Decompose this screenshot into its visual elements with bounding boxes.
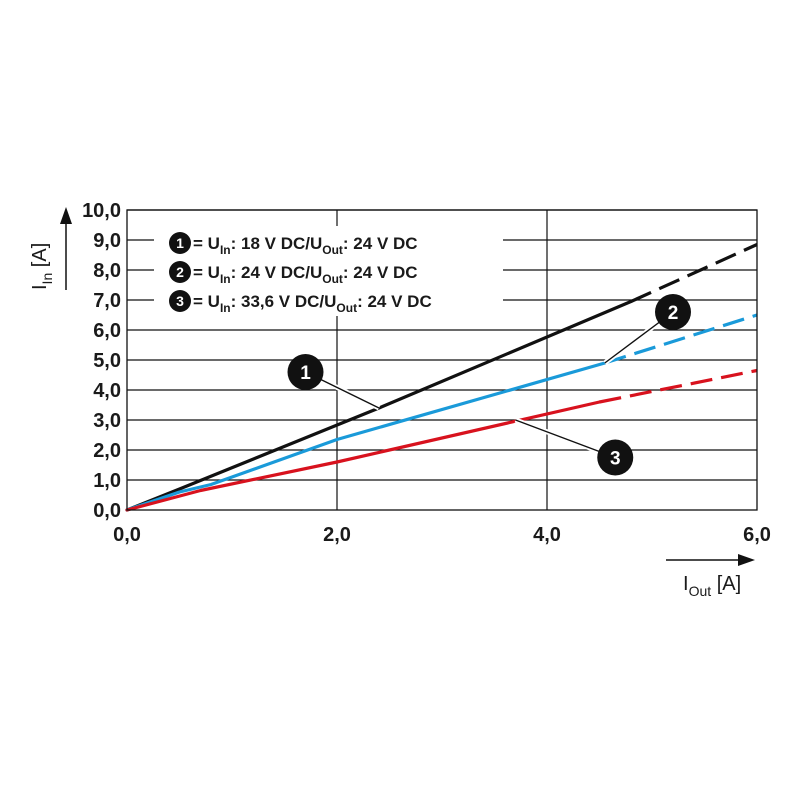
legend-marker-label: 1 — [176, 235, 184, 251]
callout-marker-1 — [287, 354, 324, 390]
legend-entry-2: = UIn: 24 V DC/UOut: 24 V DC — [193, 263, 418, 286]
series-line-3-dashed — [599, 368, 758, 404]
plot-frame — [126, 209, 758, 511]
callout-marker-label: 3 — [610, 449, 621, 470]
x-tick-label: 0,0 — [113, 524, 141, 546]
y-tick-label: 4,0 — [93, 380, 121, 402]
legend-marker-label: 2 — [176, 264, 184, 280]
y-tick-label: 6,0 — [93, 320, 121, 342]
series-line-1-dashed — [630, 243, 758, 303]
x-axis-arrow-head-icon — [738, 554, 755, 566]
y-tick-label: 1,0 — [93, 470, 121, 492]
tick-labels: 0,0 1,0 2,0 3,0 4,0 5,0 6,0 7,0 8,0 9,0 10,0 0,0 2,0… — [82, 200, 771, 546]
legend-box — [154, 226, 503, 316]
y-tick-label: 2,0 — [93, 440, 121, 462]
callout-marker-2 — [655, 294, 691, 330]
axes: IIn [A] IOut [A] — [29, 207, 755, 599]
x-axis-label: IOut [A] — [683, 573, 741, 599]
x-tick-label: 6,0 — [743, 524, 771, 546]
callout-marker-3 — [597, 439, 634, 476]
y-tick-label: 3,0 — [93, 410, 121, 432]
x-tick-label: 2,0 — [323, 524, 351, 546]
legend-marker-2 — [169, 261, 191, 283]
legend-marker-1 — [169, 232, 191, 254]
legend: 1 = UIn: 18 V DC/UOut: 24 V DC 2 = UIn: 2… — [154, 226, 503, 316]
callout-marker-label: 2 — [668, 303, 679, 324]
x-tick-label: 4,0 — [533, 524, 561, 546]
y-axis-label: IIn [A] — [29, 243, 55, 290]
legend-entry-3: = UIn: 33,6 V DC/UOut: 24 V DC — [193, 292, 432, 315]
legend-marker-label: 3 — [176, 293, 184, 309]
y-tick-label: 8,0 — [93, 260, 121, 282]
y-tick-label: 9,0 — [93, 230, 121, 252]
series-line-2 — [125, 361, 607, 512]
series-lines — [125, 243, 758, 512]
y-axis-arrow-head-icon — [60, 207, 72, 224]
series-line-3 — [125, 400, 602, 512]
y-tick-label: 7,0 — [93, 290, 121, 312]
y-tick-label: 5,0 — [93, 350, 121, 372]
series-line-2-dashed — [604, 313, 758, 365]
legend-entry-1: = UIn: 18 V DC/UOut: 24 V DC — [193, 234, 418, 257]
legend-marker-3 — [169, 290, 191, 312]
y-tick-label: 0,0 — [93, 500, 121, 522]
callout-marker-label: 1 — [300, 363, 311, 384]
callouts: 1 2 3 — [287, 294, 691, 476]
y-tick-label: 10,0 — [82, 200, 121, 222]
